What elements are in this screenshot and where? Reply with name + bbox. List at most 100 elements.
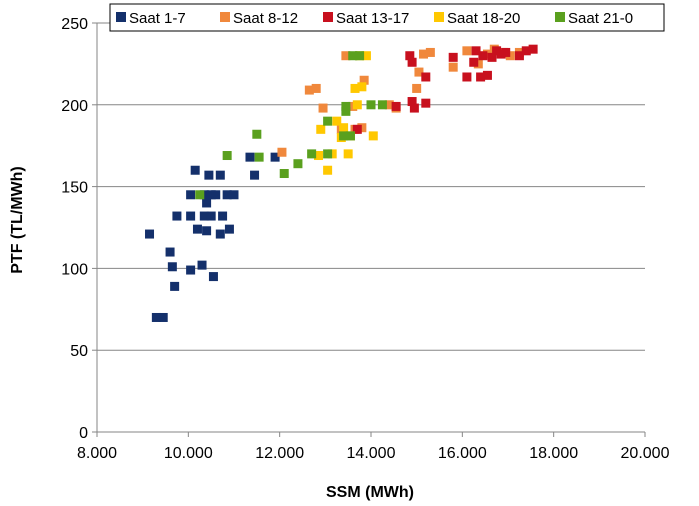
data-point	[204, 170, 214, 180]
x-tick-label: 10.000	[164, 445, 213, 462]
gridlines	[97, 22, 645, 351]
data-point	[348, 101, 358, 111]
data-point	[199, 190, 209, 200]
data-point	[421, 72, 431, 82]
legend-label: Saat 13-17	[336, 10, 409, 27]
legend-label: Saat 18-20	[447, 10, 520, 27]
data-point	[482, 70, 492, 80]
data-point	[318, 103, 328, 113]
data-point	[419, 49, 429, 59]
data-point	[277, 147, 287, 157]
data-point	[409, 103, 419, 113]
data-point	[151, 312, 161, 322]
data-point	[407, 97, 417, 107]
data-point	[521, 46, 531, 56]
data-point	[202, 226, 212, 236]
legend-marker	[220, 12, 230, 22]
data-point	[254, 152, 264, 162]
data-point	[361, 51, 371, 61]
legend-label: Saat 1-7	[129, 10, 186, 27]
data-point	[501, 47, 511, 57]
data-point	[293, 159, 303, 169]
data-point	[487, 52, 497, 62]
data-point	[359, 75, 369, 85]
data-point	[425, 47, 435, 57]
data-point	[505, 51, 515, 61]
data-point	[158, 312, 168, 322]
data-point	[167, 262, 177, 272]
data-point	[352, 124, 362, 134]
y-tick-label: 50	[70, 343, 88, 360]
data-point	[307, 149, 317, 159]
data-point	[414, 67, 424, 77]
data-point	[412, 83, 422, 93]
data-point	[208, 272, 218, 282]
data-point	[448, 52, 458, 62]
data-point	[199, 211, 209, 221]
data-point	[377, 100, 387, 110]
data-point	[348, 51, 358, 61]
legend-marker	[555, 12, 565, 22]
y-tick-label: 100	[61, 261, 88, 278]
data-point	[323, 116, 333, 126]
legend-label: Saat 21-0	[568, 10, 633, 27]
data-points	[145, 44, 538, 322]
data-point	[206, 211, 216, 221]
data-point	[206, 190, 216, 200]
data-point	[357, 82, 367, 92]
data-point	[145, 229, 155, 239]
data-point	[252, 129, 262, 139]
data-point	[496, 49, 506, 59]
data-point	[469, 57, 479, 67]
data-point	[391, 101, 401, 111]
data-point	[215, 170, 225, 180]
data-point	[407, 57, 417, 67]
x-tick-label: 16.000	[438, 445, 487, 462]
data-point	[448, 62, 458, 72]
legend-box	[109, 3, 665, 32]
data-point	[323, 165, 333, 175]
tick-labels: 0 50 100 150 200 250 8.000 10.000 12.000 14.000 16…	[61, 16, 669, 462]
data-point	[343, 149, 353, 159]
data-point	[197, 260, 207, 270]
data-point	[245, 152, 255, 162]
x-tick-label: 8.000	[77, 445, 117, 462]
data-point	[355, 51, 365, 61]
data-point	[192, 224, 202, 234]
y-tick-label: 200	[61, 98, 88, 115]
data-point	[202, 198, 212, 208]
data-point	[462, 72, 472, 82]
x-axis-title: SSM (MWh)	[326, 484, 414, 501]
legend: Saat 1-7 Saat 8-12 Saat 13-17 Saat 18-20 Saa…	[109, 3, 665, 32]
data-point	[222, 190, 232, 200]
x-tick-label: 12.000	[255, 445, 304, 462]
y-tick-label: 150	[61, 180, 88, 197]
data-point	[222, 151, 232, 161]
data-point	[478, 51, 488, 61]
data-point	[311, 83, 321, 93]
data-point	[339, 131, 349, 141]
data-point	[492, 46, 502, 56]
data-point	[186, 211, 196, 221]
legend-marker	[116, 12, 126, 22]
x-tick-label: 14.000	[347, 445, 396, 462]
data-point	[304, 85, 314, 95]
data-point	[405, 51, 415, 61]
data-point	[341, 106, 351, 116]
data-point	[316, 124, 326, 134]
data-point	[327, 149, 337, 159]
data-point	[366, 100, 376, 110]
data-point	[482, 49, 492, 59]
data-point	[195, 190, 205, 200]
data-point	[339, 123, 349, 133]
x-tick-label: 18.000	[529, 445, 578, 462]
data-point	[476, 72, 486, 82]
data-point	[186, 190, 196, 200]
data-point	[229, 190, 239, 200]
data-point	[211, 190, 221, 200]
data-point	[250, 170, 260, 180]
data-point	[190, 165, 200, 175]
data-point	[421, 98, 431, 108]
y-tick-label: 250	[61, 16, 88, 33]
